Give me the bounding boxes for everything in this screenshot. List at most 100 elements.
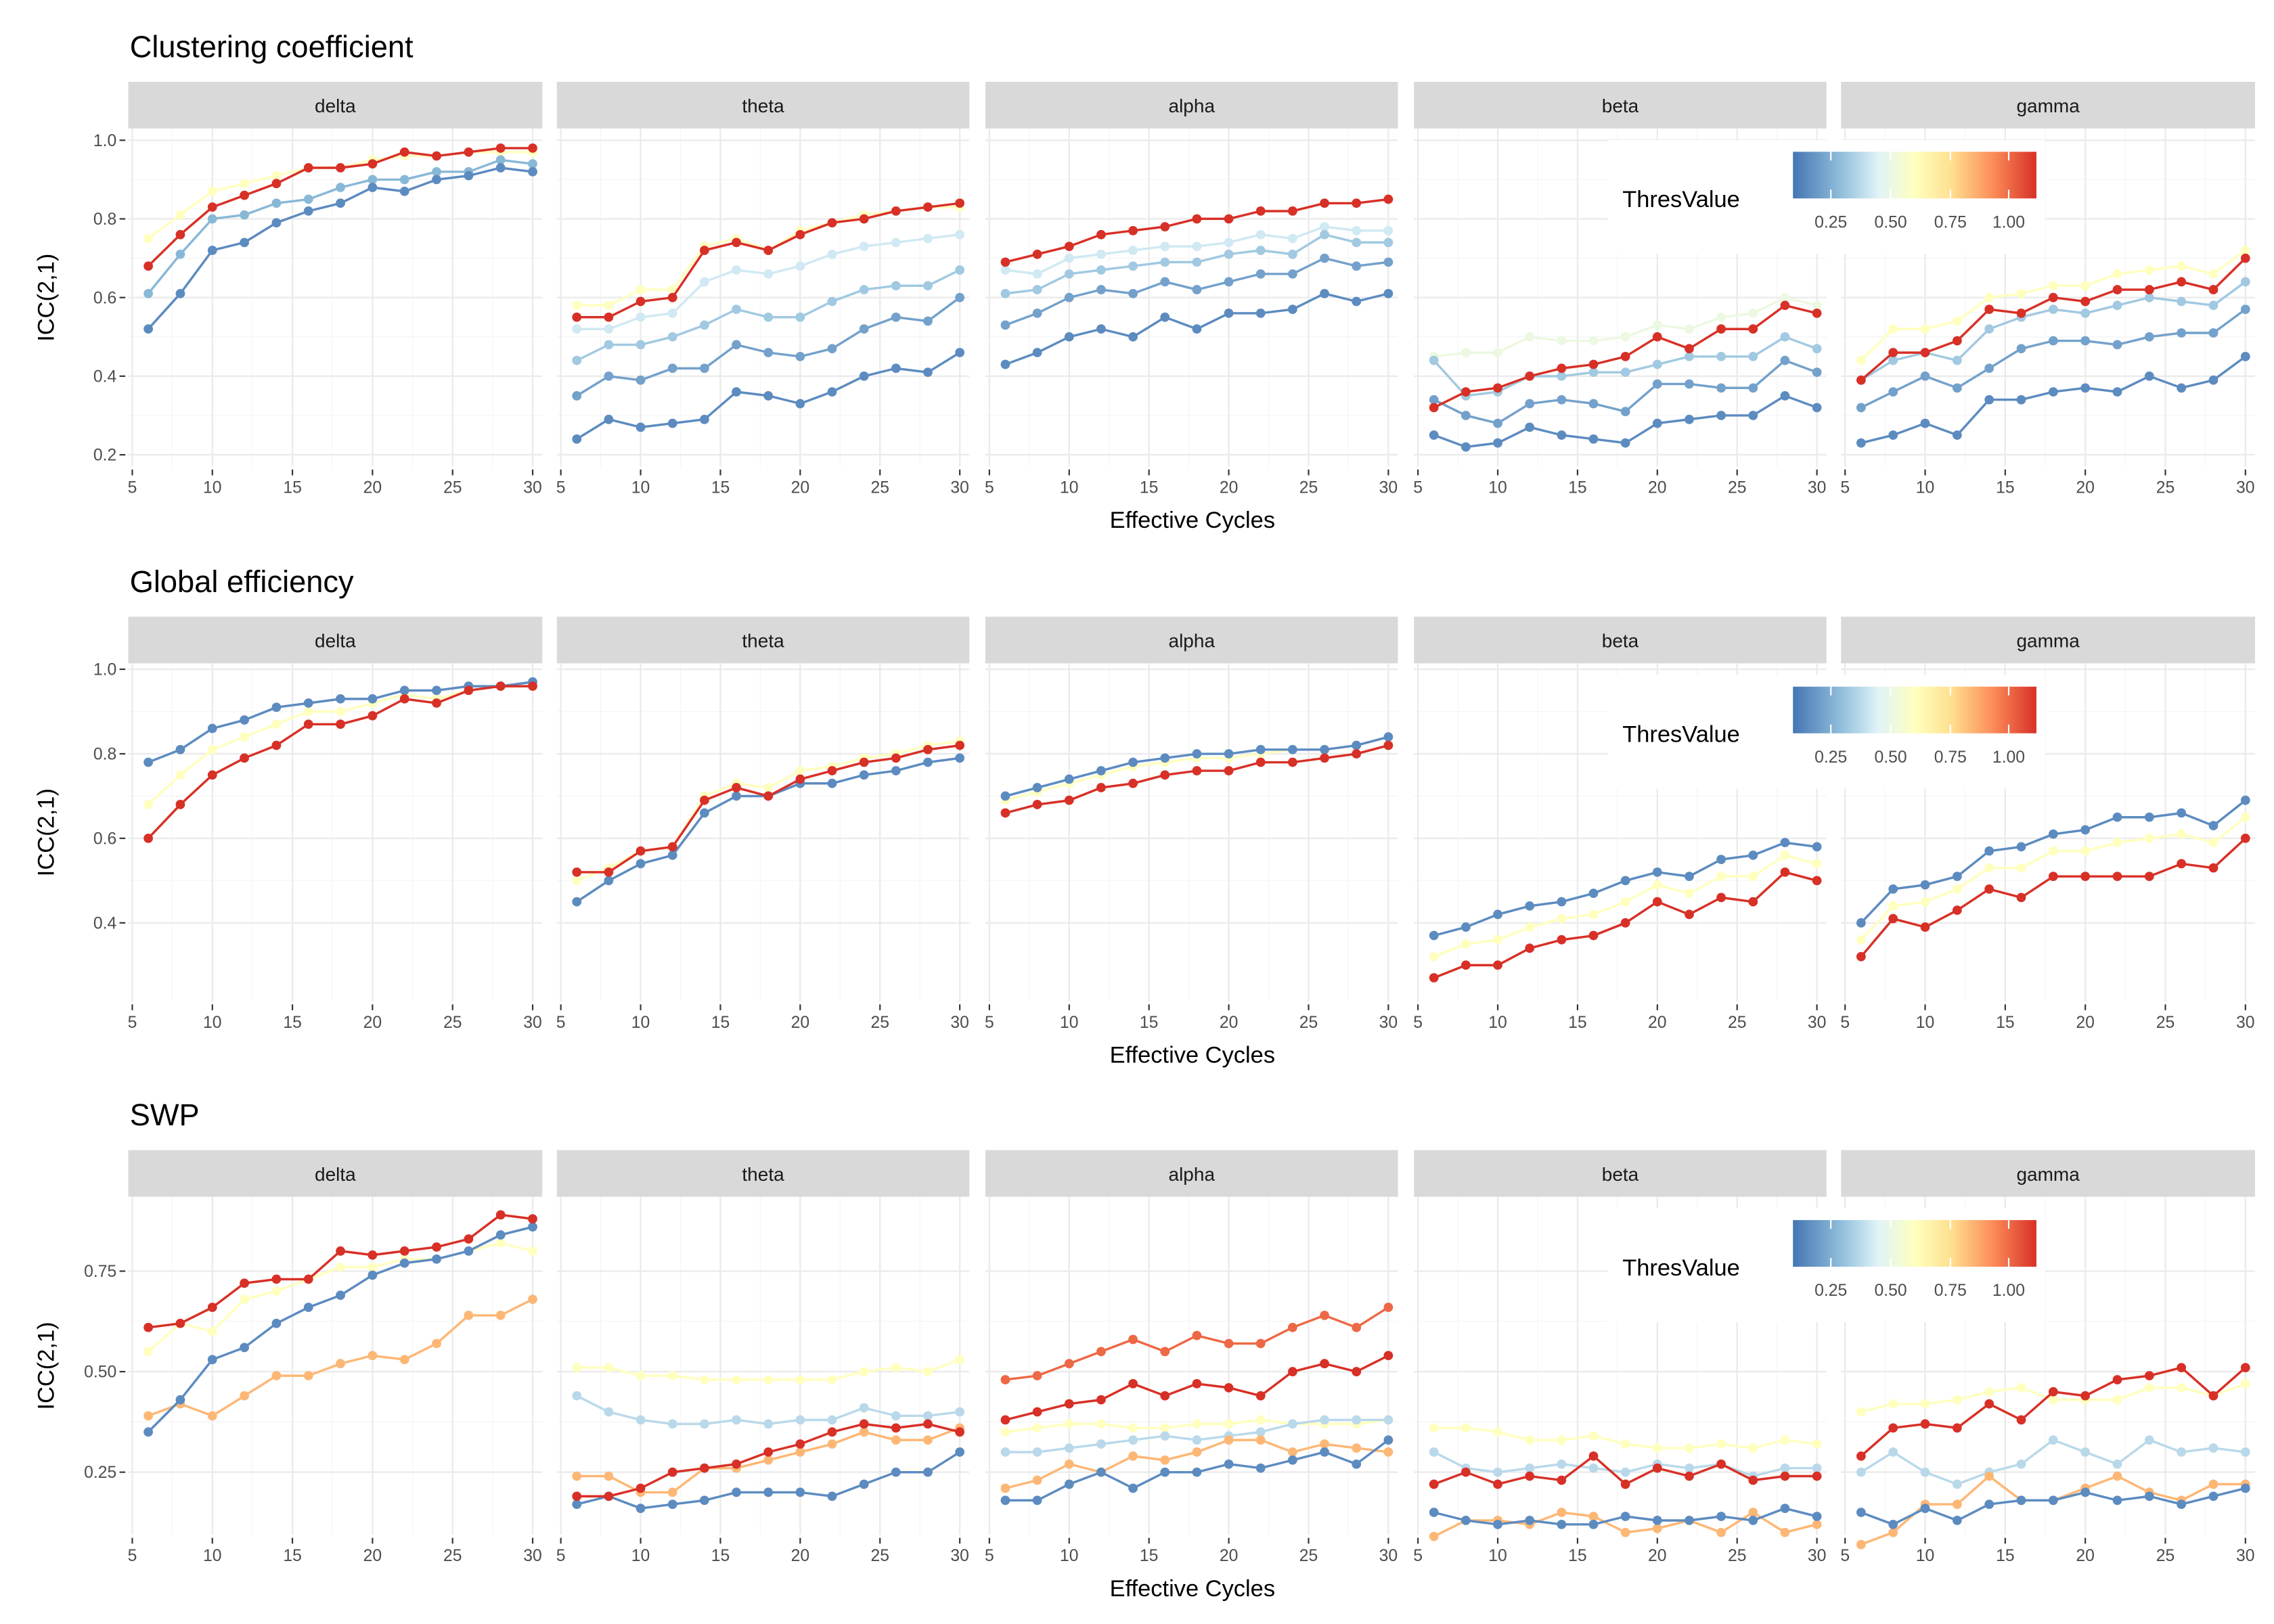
- data-point: [2177, 277, 2187, 287]
- data-point: [732, 783, 741, 792]
- data-point: [1192, 214, 1202, 224]
- data-point: [1288, 206, 1297, 216]
- facet-strip: [556, 81, 970, 129]
- data-point: [1160, 1455, 1170, 1465]
- x-tick-label: 5: [556, 478, 566, 497]
- data-point: [1652, 1516, 1662, 1525]
- data-point: [1429, 430, 1439, 440]
- data-point: [207, 246, 217, 255]
- data-point: [1352, 1415, 1362, 1425]
- data-point: [699, 320, 709, 330]
- data-point: [1032, 1475, 1042, 1485]
- data-point: [2080, 1487, 2091, 1497]
- data-point: [1812, 403, 1822, 413]
- data-point: [572, 876, 582, 886]
- data-point: [763, 1419, 774, 1429]
- data-point: [336, 163, 345, 173]
- facet-strip: [556, 616, 970, 664]
- data-point: [207, 202, 217, 212]
- chart-row-swp: SWP Effective Cycles ICC(2,1) 0.25 0.50 0.75 d…: [34, 1098, 2255, 1602]
- data-point: [2208, 269, 2219, 279]
- x-tick-label: 15: [1140, 1547, 1159, 1565]
- data-point: [1952, 430, 1962, 440]
- data-point: [1000, 257, 1010, 267]
- x-tick-label: 5: [556, 1014, 566, 1032]
- data-point: [2240, 1379, 2250, 1389]
- data-point: [2080, 383, 2091, 393]
- data-point: [1320, 253, 1329, 263]
- data-point: [1780, 332, 1790, 342]
- data-point: [1984, 363, 1994, 374]
- facet-panel-gamma: gamma 5 10 15 20 25 30: [1840, 1150, 2255, 1565]
- data-point: [143, 1427, 154, 1437]
- series-thres-0.05: [1000, 1435, 1394, 1506]
- data-point: [1620, 1512, 1630, 1521]
- legend-tick-label: 0.25: [1814, 1282, 1847, 1300]
- legend-title: ThresValue: [1622, 722, 1740, 748]
- data-point: [2177, 829, 2187, 839]
- data-point: [1716, 893, 1726, 903]
- x-tick-label: 15: [1140, 478, 1159, 497]
- data-point: [1493, 1427, 1502, 1437]
- series-thres-1: [1000, 194, 1394, 267]
- data-point: [1888, 901, 1898, 911]
- data-point: [1429, 951, 1439, 962]
- data-point: [1461, 348, 1471, 357]
- color-legend: ThresValue 0.25 0.50 0.75 1.00: [1607, 140, 2045, 254]
- data-point: [1888, 355, 1898, 365]
- y-axis-title: ICC(2,1): [34, 1322, 60, 1409]
- x-tick-label: 10: [1488, 478, 1507, 497]
- data-point: [827, 778, 837, 788]
- facet-strip-label: alpha: [1169, 631, 1216, 652]
- x-tick-label: 15: [711, 1547, 730, 1565]
- data-point: [1493, 960, 1502, 970]
- data-point: [432, 685, 441, 696]
- data-point: [1000, 359, 1010, 369]
- data-point: [1952, 316, 1962, 326]
- data-point: [795, 312, 805, 322]
- data-point: [859, 324, 869, 334]
- series-line: [577, 202, 960, 319]
- data-point: [1383, 732, 1394, 742]
- data-point: [2208, 328, 2219, 338]
- data-point: [2208, 838, 2219, 848]
- data-point: [175, 288, 185, 298]
- data-point: [1920, 880, 1930, 890]
- data-point: [143, 1411, 154, 1421]
- data-point: [667, 332, 677, 342]
- series-thres-1: [1856, 834, 2250, 962]
- data-point: [1429, 394, 1439, 405]
- data-point: [1716, 312, 1726, 322]
- x-tick-label: 20: [2076, 1547, 2095, 1565]
- data-point: [1812, 1471, 1822, 1481]
- data-point: [240, 732, 249, 742]
- series-thres-1: [572, 198, 965, 322]
- data-point: [1920, 324, 1930, 334]
- series-thres-0.15: [143, 155, 537, 298]
- data-point: [955, 1427, 965, 1437]
- data-point: [1064, 1443, 1074, 1453]
- y-tick-label: 0.4: [93, 914, 117, 932]
- data-point: [1952, 1499, 1962, 1510]
- data-point: [923, 316, 933, 326]
- series-thres-1: [572, 740, 965, 877]
- data-point: [1032, 1407, 1042, 1417]
- facet-strip: [128, 1150, 543, 1197]
- data-point: [1255, 1391, 1266, 1401]
- data-point: [1888, 1519, 1898, 1529]
- x-tick-label: 15: [283, 1014, 302, 1032]
- data-point: [1032, 1371, 1042, 1380]
- data-point: [2240, 1483, 2250, 1493]
- series-thres-1: [1429, 867, 1822, 983]
- data-point: [1557, 897, 1567, 907]
- data-point: [827, 1375, 837, 1384]
- data-point: [1685, 351, 1694, 361]
- data-point: [827, 1415, 837, 1425]
- data-point: [891, 312, 901, 322]
- x-tick-label: 25: [2156, 1014, 2175, 1032]
- data-point: [1716, 855, 1726, 865]
- data-point: [1588, 336, 1599, 346]
- data-point: [827, 218, 837, 228]
- data-point: [1748, 1516, 1758, 1525]
- data-point: [1557, 394, 1567, 405]
